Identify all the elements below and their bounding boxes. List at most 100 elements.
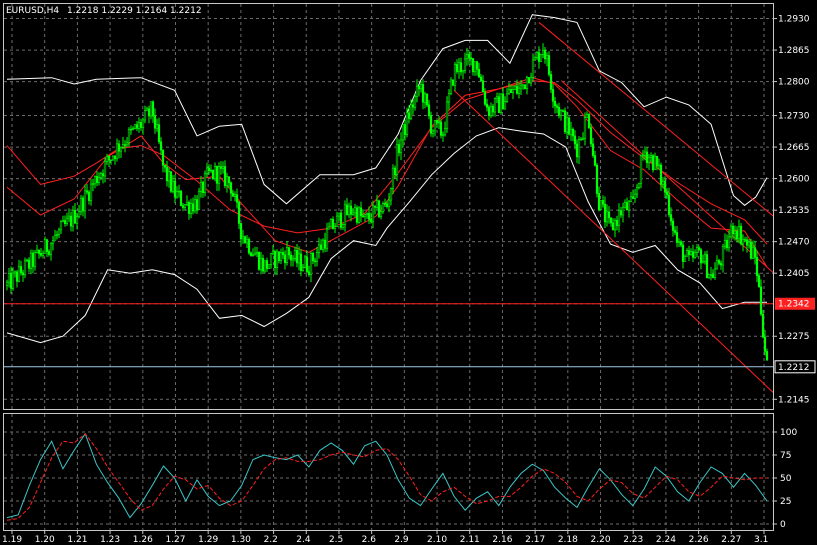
candle	[73, 202, 77, 224]
candle-body	[91, 183, 95, 185]
candle	[185, 195, 189, 206]
candle	[577, 136, 581, 165]
stochastic-lines	[6, 432, 768, 521]
candle	[215, 165, 219, 191]
candle	[159, 137, 163, 155]
candle	[543, 46, 547, 64]
candle-body	[369, 218, 373, 222]
candle	[553, 96, 557, 114]
candle-body	[111, 155, 115, 161]
candle	[439, 119, 443, 139]
candle	[45, 238, 49, 257]
candle	[131, 126, 135, 131]
candle-body	[525, 77, 529, 89]
candle	[587, 113, 591, 130]
candle	[549, 71, 553, 94]
candle	[581, 132, 585, 141]
candle	[19, 260, 23, 276]
candle-body	[577, 139, 581, 158]
candle	[721, 243, 725, 273]
candle	[707, 274, 711, 279]
candle	[329, 218, 333, 228]
candle	[451, 79, 455, 87]
candle	[353, 203, 357, 218]
candle-body	[401, 124, 405, 141]
candle	[567, 116, 571, 136]
candle	[633, 189, 637, 203]
candle	[465, 47, 469, 66]
candle	[537, 46, 541, 69]
candle	[283, 250, 287, 270]
candle-body	[21, 272, 25, 276]
candle-body	[753, 247, 757, 258]
candle-body	[461, 70, 465, 73]
candle-body	[551, 89, 555, 102]
candle	[211, 169, 215, 181]
candle	[273, 249, 277, 275]
candle-body	[381, 203, 385, 213]
candle-body	[485, 103, 489, 108]
candle	[187, 200, 191, 220]
candle	[239, 223, 243, 246]
time-tick-label: 1.21	[67, 535, 87, 545]
candle-body	[623, 202, 627, 208]
candle-body	[565, 117, 569, 133]
candle	[119, 146, 123, 159]
candle	[27, 257, 31, 273]
candle-body	[597, 193, 601, 210]
candle	[595, 163, 599, 198]
candle	[247, 237, 251, 255]
candle	[231, 189, 235, 197]
candle-body	[219, 166, 223, 169]
candle	[661, 177, 665, 189]
candle-body	[345, 204, 349, 216]
candle-body	[33, 252, 37, 267]
candle	[569, 121, 573, 141]
candle-body	[545, 55, 549, 60]
channel-line-2	[561, 80, 775, 274]
candle-body	[373, 205, 377, 208]
candle-body	[13, 271, 17, 274]
candle-body	[393, 167, 397, 175]
candle	[559, 109, 563, 121]
time-tick-label: 1.19	[2, 535, 22, 545]
candle	[149, 101, 153, 120]
candle	[227, 176, 231, 188]
candle	[471, 58, 475, 76]
candle	[41, 250, 45, 259]
candle-body	[291, 258, 295, 261]
candle-body	[203, 173, 207, 194]
candle-body	[337, 212, 341, 217]
candle	[277, 251, 281, 264]
candle-body	[127, 129, 131, 144]
candle	[209, 164, 213, 174]
candle-body	[307, 271, 311, 275]
candle	[169, 170, 173, 194]
time-tick-label: 2.5	[329, 535, 343, 545]
candle	[699, 247, 703, 270]
candle-body	[457, 62, 461, 72]
candle-body	[419, 84, 423, 90]
candle	[181, 202, 185, 212]
candle-body	[605, 211, 609, 223]
candle-body	[585, 114, 589, 118]
price-tick-label: 1.2405	[778, 269, 810, 279]
candle	[153, 108, 157, 134]
candle-body	[637, 182, 641, 189]
candle	[579, 136, 583, 141]
candle-body	[73, 209, 77, 224]
candle	[573, 130, 577, 150]
candle-body	[503, 101, 507, 110]
candle	[303, 254, 307, 269]
candle	[311, 251, 315, 265]
candle	[681, 242, 685, 269]
candle	[219, 161, 223, 175]
candle-body	[537, 52, 541, 62]
candle	[79, 195, 83, 216]
candle	[563, 107, 567, 135]
candle-body	[237, 201, 241, 224]
candle	[447, 89, 451, 110]
candle-body	[463, 58, 467, 71]
candle	[719, 260, 723, 270]
candle	[37, 249, 41, 259]
